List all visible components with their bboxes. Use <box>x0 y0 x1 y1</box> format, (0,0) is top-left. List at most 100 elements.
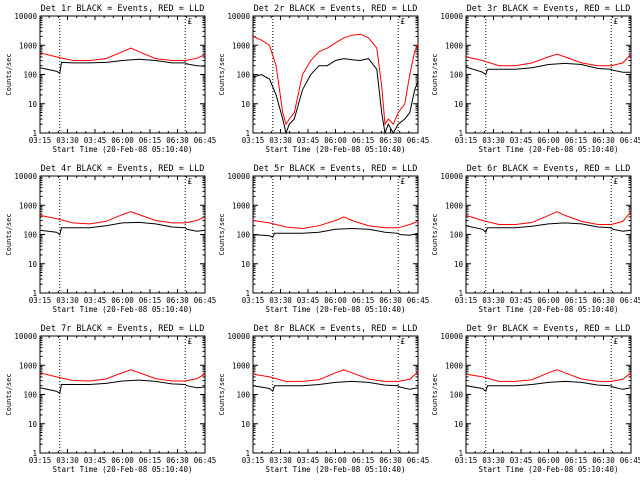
y-tick-label: 1000 <box>232 41 251 50</box>
x-tick-label: 06:15 <box>352 456 375 465</box>
chart-title: Det 1r BLACK = Events, RED = LLD <box>41 4 205 14</box>
y-tick-label: 10000 <box>14 12 37 21</box>
y-axis-label: Counts/sec <box>5 373 13 415</box>
chart-panel-9: Det 9r BLACK = Events, RED = LLD 1 10 100 10… <box>431 324 640 474</box>
y-tick-label: 100 <box>23 71 37 80</box>
x-tick-label: 03:30 <box>482 296 505 305</box>
chart-panel-8: Det 8r BLACK = Events, RED = LLD 1 10 100 10… <box>218 324 429 474</box>
plot-frame <box>39 15 206 134</box>
x-tick-label: 06:15 <box>139 296 162 305</box>
y-tick-label: 10000 <box>440 332 463 341</box>
series-line-lld <box>465 369 632 382</box>
chart-panel-2: Det 2r BLACK = Events, RED = LLD 1 10 100 10… <box>218 4 429 154</box>
x-tick-label: 06:45 <box>407 296 430 305</box>
x-tick-label: 06:30 <box>592 456 615 465</box>
x-tick-label: 06:30 <box>166 296 189 305</box>
x-tick-label: 06:15 <box>565 456 588 465</box>
x-axis-label: Start Time (20-Feb-08 05:10:40) <box>479 305 619 314</box>
x-tick-label: 06:00 <box>111 296 134 305</box>
x-tick-label: 03:15 <box>29 136 52 145</box>
x-tick-label: 03:45 <box>297 456 320 465</box>
y-tick-label: 1 <box>32 129 37 138</box>
series-line-events <box>465 380 632 393</box>
y-tick-label: 1 <box>458 289 463 298</box>
y-tick-label: 1000 <box>232 201 251 210</box>
y-axis-label: Counts/sec <box>5 53 13 95</box>
y-tick-label: 10000 <box>440 12 463 21</box>
x-tick-label: 03:30 <box>269 136 292 145</box>
y-tick-label: 1000 <box>445 361 464 370</box>
x-tick-label: 06:45 <box>194 456 217 465</box>
y-tick-label: 10 <box>28 420 38 429</box>
marker-glyph: £ <box>187 177 192 186</box>
y-tick-label: 10000 <box>14 332 37 341</box>
x-axis-label: Start Time (20-Feb-08 05:10:40) <box>53 465 193 474</box>
x-tick-label: 06:00 <box>324 296 347 305</box>
x-tick-label: 03:30 <box>269 456 292 465</box>
y-tick-label: 100 <box>23 391 37 400</box>
marker-glyph: £ <box>613 17 618 26</box>
series-line-lld <box>465 211 632 225</box>
y-tick-label: 1000 <box>445 41 464 50</box>
plot-frame <box>39 335 206 454</box>
x-tick-label: 03:45 <box>84 296 107 305</box>
chart-panel-5: Det 5r BLACK = Events, RED = LLD 1 10 100 10… <box>218 164 429 314</box>
chart-panel-3: Det 3r BLACK = Events, RED = LLD 1 10 100 10… <box>431 4 640 154</box>
series-line-events <box>252 380 419 393</box>
series-line-events <box>252 58 419 135</box>
x-tick-label: 03:30 <box>56 136 79 145</box>
plot-frame <box>252 175 419 294</box>
x-tick-label: 06:45 <box>194 296 217 305</box>
x-tick-label: 06:00 <box>537 456 560 465</box>
y-tick-label: 1000 <box>445 201 464 210</box>
y-tick-label: 100 <box>236 71 250 80</box>
chart-panel-6: Det 6r BLACK = Events, RED = LLD 1 10 100 10… <box>431 164 640 314</box>
series-line-events <box>39 379 206 395</box>
x-tick-label: 06:00 <box>324 136 347 145</box>
y-tick-label: 10000 <box>227 172 250 181</box>
x-tick-label: 03:45 <box>510 296 533 305</box>
marker-glyph: £ <box>400 177 405 186</box>
y-tick-label: 10 <box>28 100 38 109</box>
y-tick-label: 100 <box>23 231 37 240</box>
x-tick-label: 06:30 <box>592 296 615 305</box>
chart-title: Det 7r BLACK = Events, RED = LLD <box>41 324 205 334</box>
y-tick-label: 10 <box>241 260 251 269</box>
x-tick-label: 06:45 <box>620 136 640 145</box>
y-axis-label: Counts/sec <box>431 373 439 415</box>
y-tick-label: 100 <box>236 391 250 400</box>
x-tick-label: 06:45 <box>620 456 640 465</box>
x-axis-label: Start Time (20-Feb-08 05:10:40) <box>479 465 619 474</box>
x-tick-label: 06:30 <box>379 296 402 305</box>
y-tick-label: 100 <box>236 231 250 240</box>
y-tick-label: 10000 <box>227 332 250 341</box>
y-tick-label: 1000 <box>19 361 38 370</box>
x-tick-label: 06:15 <box>352 136 375 145</box>
y-tick-label: 100 <box>449 391 463 400</box>
y-tick-label: 1 <box>32 449 37 458</box>
y-tick-label: 1 <box>245 289 250 298</box>
x-tick-label: 06:00 <box>111 456 134 465</box>
marker-glyph: £ <box>613 337 618 346</box>
y-tick-label: 10000 <box>14 172 37 181</box>
series-line-lld <box>252 216 419 230</box>
y-tick-label: 10 <box>454 100 464 109</box>
x-tick-label: 03:45 <box>84 456 107 465</box>
x-tick-label: 03:45 <box>510 456 533 465</box>
x-tick-label: 06:45 <box>620 296 640 305</box>
y-tick-label: 1 <box>245 449 250 458</box>
y-axis-label: Counts/sec <box>431 53 439 95</box>
y-tick-label: 10 <box>241 100 251 109</box>
x-axis-label: Start Time (20-Feb-08 05:10:40) <box>53 145 193 154</box>
x-tick-label: 06:30 <box>379 456 402 465</box>
marker-glyph: £ <box>187 337 192 346</box>
x-tick-label: 03:15 <box>455 136 478 145</box>
chart-title: Det 5r BLACK = Events, RED = LLD <box>254 164 418 174</box>
x-tick-label: 03:15 <box>242 296 265 305</box>
y-axis-label: Counts/sec <box>218 373 226 415</box>
series-line-events <box>39 221 206 236</box>
y-tick-label: 100 <box>449 231 463 240</box>
x-axis-label: Start Time (20-Feb-08 05:10:40) <box>479 145 619 154</box>
y-axis-label: Counts/sec <box>431 213 439 255</box>
